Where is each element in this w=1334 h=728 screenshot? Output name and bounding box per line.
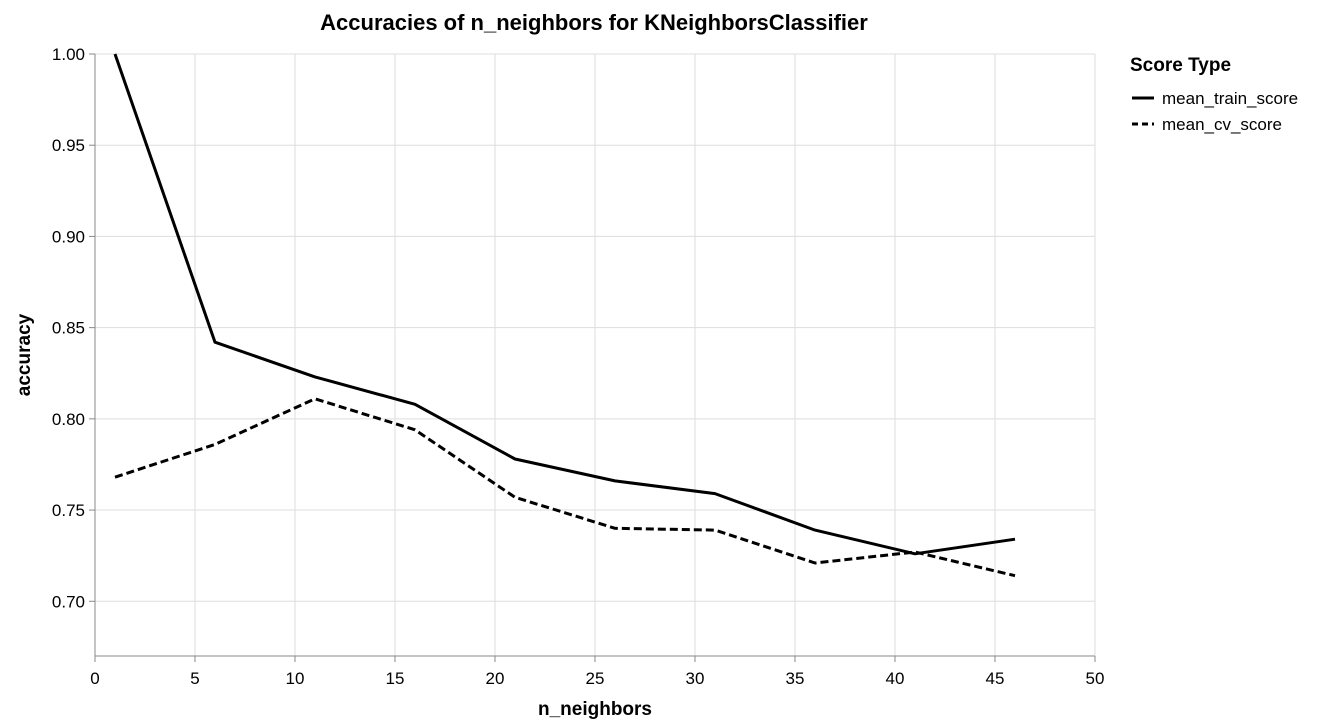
x-tick-label: 35 [786,669,805,688]
x-tick-label: 10 [286,669,305,688]
legend: Score Type mean_train_score mean_cv_score [1130,55,1298,134]
y-axis-title: accuracy [14,313,35,396]
series-line-mean-cv-score [114,397,1016,578]
y-tick-label: 0.75 [52,501,85,520]
x-tick-label: 5 [190,669,199,688]
x-tick-label: 30 [686,669,705,688]
y-tick-label: 0.90 [52,227,85,246]
y-tick-label: 0.85 [52,319,85,338]
x-tick-label: 45 [986,669,1005,688]
legend-title: Score Type [1130,55,1231,76]
x-tick-label: 50 [1086,669,1105,688]
x-tick-label: 40 [886,669,905,688]
series-lines [113,53,1016,578]
y-tick-label: 0.80 [52,410,85,429]
legend-items: mean_train_score mean_cv_score [1132,89,1298,134]
x-tick-label: 20 [486,669,505,688]
axes: 0 5 10 15 20 25 30 35 40 45 50 0.70 0.75 0.80 0.85 0.90… [52,45,1105,688]
y-tick-label: 0.95 [52,136,85,155]
x-tick-label: 0 [90,669,99,688]
y-tick-label: 1.00 [52,45,85,64]
chart-title: Accuracies of n_neighbors for KNeighbors… [320,10,868,35]
y-tick-label: 0.70 [52,592,85,611]
x-tick-label: 15 [386,669,405,688]
series-line-mean-train-score [113,53,1016,556]
grid [94,53,1096,656]
x-axis-title: n_neighbors [538,699,652,720]
legend-label-mean-train-score: mean_train_score [1162,89,1298,108]
x-tick-label: 25 [586,669,605,688]
legend-label-mean-cv-score: mean_cv_score [1162,115,1282,134]
